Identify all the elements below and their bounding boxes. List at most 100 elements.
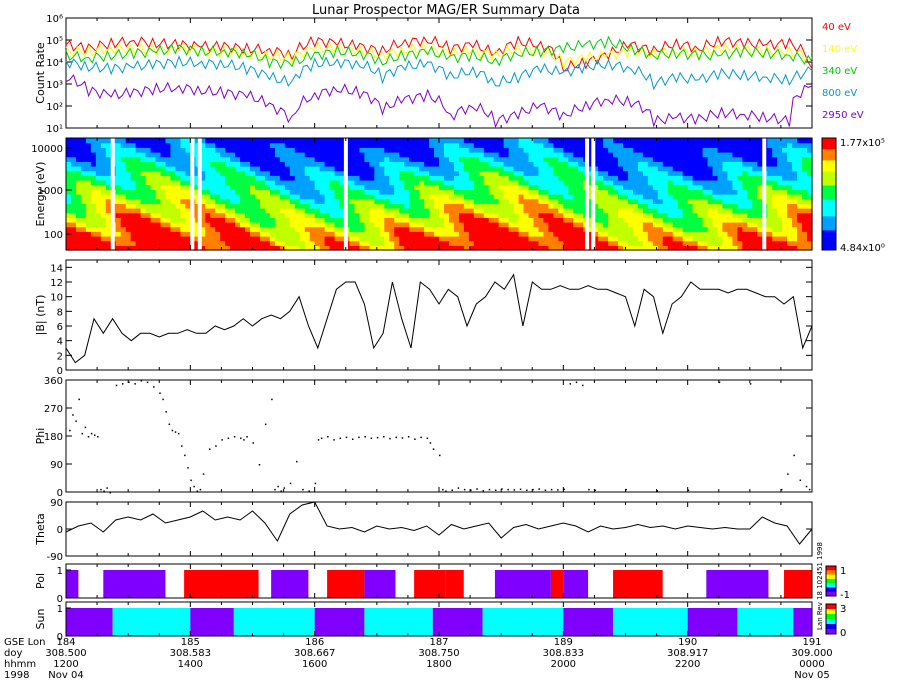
- theta-ytick-label: 0: [57, 525, 63, 536]
- spectrogram-cell: [240, 184, 246, 190]
- phi-point: [513, 489, 516, 491]
- spectrogram-cell: [389, 203, 395, 209]
- spectrogram-cell: [130, 222, 137, 228]
- phi-point: [333, 439, 335, 441]
- spectrogram-cell: [85, 147, 92, 153]
- spectrogram-cell: [533, 184, 540, 190]
- spectrogram-cell: [279, 142, 286, 148]
- spectrogram-cell: [135, 142, 142, 148]
- spectrogram-cell: [180, 222, 186, 228]
- spectrogram-cell: [314, 189, 321, 195]
- phi-point: [103, 490, 105, 492]
- spectrogram-cell: [548, 147, 554, 153]
- spectrogram-cell: [533, 170, 540, 176]
- spectrogram-cell: [235, 166, 241, 172]
- spectrogram-cell: [284, 147, 291, 153]
- spectrogram-cell: [75, 194, 82, 200]
- spectrogram-cell: [747, 161, 753, 167]
- spectrogram-cell: [627, 222, 634, 228]
- spectrogram-cell: [652, 180, 659, 186]
- spectrogram-cell: [130, 240, 137, 246]
- spectrogram-cell: [697, 194, 704, 200]
- pol-segment: [271, 570, 309, 598]
- spectrogram-cell: [95, 236, 102, 242]
- spectrogram-cell: [443, 147, 450, 153]
- spectrogram-cell: [130, 166, 137, 172]
- spectrogram-cell: [627, 208, 634, 214]
- spectrogram-colorbar-cell: [822, 191, 836, 195]
- spectrogram-cell: [75, 142, 82, 148]
- spectrogram-cell: [692, 170, 699, 176]
- spectrogram-cell: [354, 166, 361, 172]
- spectrogram-cell: [613, 226, 619, 232]
- spectrogram-cell: [170, 156, 177, 162]
- spectrogram-cell: [717, 189, 724, 195]
- count-rate-frame: [65, 17, 813, 129]
- spectrogram-ytick-label: 10000: [31, 144, 63, 155]
- spectrogram-cell: [170, 142, 177, 148]
- spectrogram-cell: [240, 180, 246, 186]
- spectrogram-cell: [304, 175, 311, 181]
- spectrogram-cell: [702, 170, 709, 176]
- spectrogram-cell: [642, 222, 649, 228]
- spectrogram-cell: [125, 175, 132, 181]
- spectrogram-cell: [548, 208, 554, 214]
- spectrogram-cell: [359, 231, 365, 237]
- spectrogram-cell: [463, 217, 470, 223]
- spectrogram-cell: [145, 166, 152, 172]
- spectrogram-cell: [245, 184, 251, 190]
- spectrogram-cell: [533, 222, 540, 228]
- spectrogram-cell: [90, 147, 97, 153]
- spectrogram-cell: [538, 236, 545, 242]
- spectrogram-cell: [677, 166, 684, 172]
- spectrogram-cell: [802, 198, 808, 204]
- spectrogram-cell: [687, 166, 694, 172]
- spectrogram-cell: [488, 203, 495, 209]
- spectrogram-cell: [269, 170, 276, 176]
- spectrogram-cell: [578, 175, 584, 181]
- spectrogram-cell: [568, 198, 574, 204]
- spectrogram-cell: [732, 147, 738, 153]
- spectrogram-cell: [498, 184, 505, 190]
- spectrogram-cell: [797, 194, 803, 200]
- spectrogram-cell: [732, 203, 738, 209]
- spectrogram-cell: [434, 147, 440, 153]
- spectrogram-cell: [150, 222, 157, 228]
- spectrogram-cell: [414, 203, 420, 209]
- spectrogram-cell: [707, 240, 714, 246]
- spectrogram-cell: [170, 152, 177, 158]
- spectrogram-cell: [707, 189, 714, 195]
- spectrogram-cell: [349, 236, 356, 242]
- axis-tick-hhmm: 2200: [675, 659, 700, 670]
- spectrogram-cell: [155, 226, 162, 232]
- spectrogram-cell: [339, 175, 346, 181]
- spectrogram-cell: [568, 138, 574, 144]
- spectrogram-cell: [304, 222, 311, 228]
- spectrogram-cell: [588, 166, 594, 172]
- spectrogram-cell: [637, 170, 644, 176]
- spectrogram-cell: [528, 222, 535, 228]
- spectrogram-cell: [498, 203, 505, 209]
- spectrogram-cell: [394, 208, 400, 214]
- spectrogram-cell: [548, 226, 554, 232]
- spectrogram-cell: [647, 203, 654, 209]
- spectrogram-cell: [687, 231, 694, 237]
- spectrogram-cell: [259, 236, 266, 242]
- spectrogram-cell: [170, 138, 177, 144]
- spectrogram-cell: [225, 245, 231, 251]
- spectrogram-cell: [623, 170, 629, 176]
- spectrogram-cell: [737, 236, 743, 242]
- spectrogram-cell: [115, 152, 122, 158]
- spectrogram-cell: [75, 170, 82, 176]
- spectrogram-cell: [349, 175, 356, 181]
- phi-point: [162, 398, 164, 401]
- pol-segment: [258, 570, 272, 598]
- spectrogram-cell: [752, 161, 758, 167]
- spectrogram-cell: [399, 217, 405, 223]
- spectrogram-cell: [642, 184, 649, 190]
- spectrogram-cell: [404, 194, 410, 200]
- spectrogram-cell: [747, 175, 753, 181]
- spectrogram-cell: [100, 161, 107, 167]
- spectrogram-cell: [230, 198, 236, 204]
- spectrogram-cell: [732, 189, 738, 195]
